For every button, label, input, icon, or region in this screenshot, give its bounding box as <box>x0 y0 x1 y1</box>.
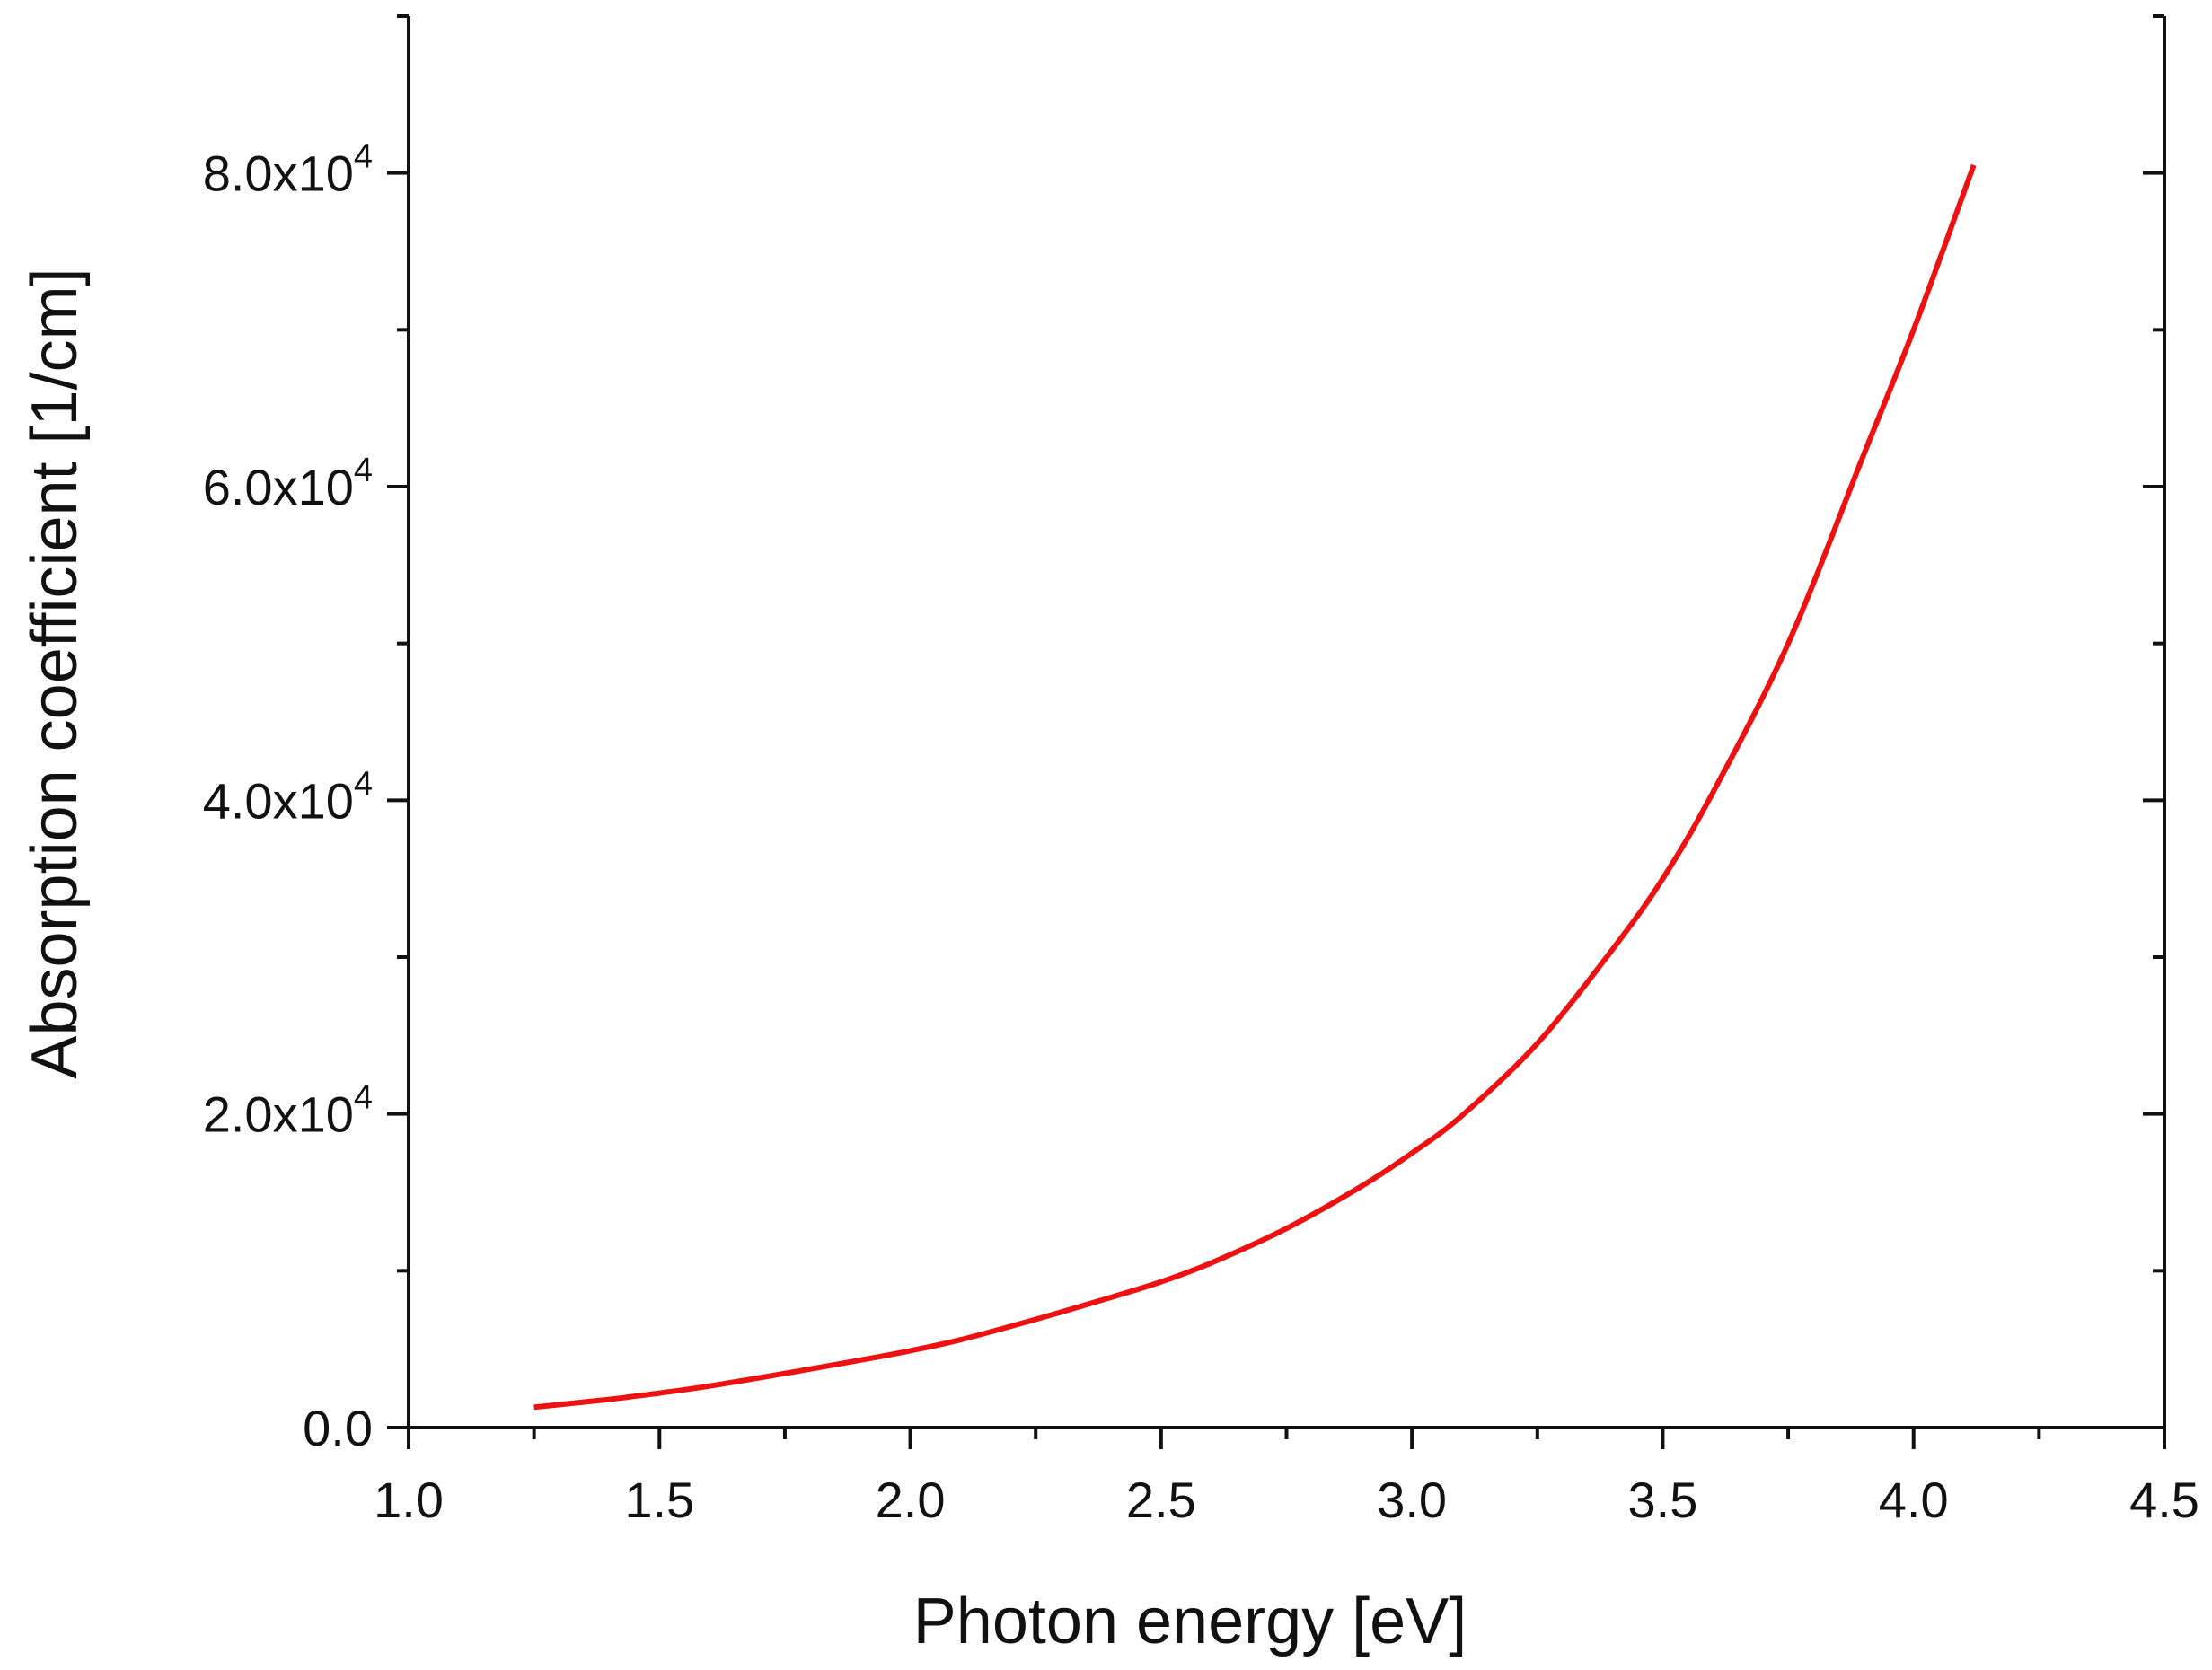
y-tick-exponent: 4 <box>354 138 373 176</box>
plot-frame <box>407 16 2166 1429</box>
series-layer <box>533 163 1977 1411</box>
x-axis-title: Photon energy [eV] <box>913 1586 1467 1657</box>
y-tick-exponent: 4 <box>354 452 373 489</box>
x-tick-label: 3.0 <box>1377 1472 1447 1528</box>
y-tick-label: 8.0x104 <box>203 138 373 202</box>
series-line-absorption <box>533 163 1977 1411</box>
y-tick-mantissa: 6.0x10 <box>203 459 354 515</box>
y-tick-exponent: 4 <box>354 1079 373 1117</box>
x-tick-label: 3.5 <box>1627 1472 1697 1528</box>
x-tick-label: 4.0 <box>1879 1472 1949 1528</box>
y-tick-label: 6.0x104 <box>203 452 373 515</box>
x-axis-tick-labels: 1.0 1.5 2.0 2.5 3.0 3.5 4.0 4.5 <box>374 1472 2199 1528</box>
x-tick-label: 2.5 <box>1126 1472 1196 1528</box>
y-tick-mantissa: 4.0x10 <box>203 772 354 829</box>
x-tick-label: 4.5 <box>2129 1472 2199 1528</box>
y-tick-label: 0.0 <box>303 1400 373 1456</box>
y-tick-mantissa: 8.0x10 <box>203 145 354 202</box>
y-tick-exponent: 4 <box>354 765 373 803</box>
x-tick-label: 2.0 <box>876 1472 946 1528</box>
y-tick-mantissa: 0.0 <box>303 1400 373 1456</box>
y-tick-label: 4.0x104 <box>203 765 373 829</box>
y-tick-mantissa: 2.0x10 <box>203 1086 354 1143</box>
x-axis-ticks <box>407 1428 2166 1449</box>
y-axis-ticks <box>387 14 2164 1429</box>
x-tick-label: 1.0 <box>374 1472 444 1528</box>
y-axis-title: Absorption coefficient [1/cm] <box>19 268 91 1078</box>
x-tick-label: 1.5 <box>624 1472 694 1528</box>
y-tick-label: 2.0x104 <box>203 1079 373 1143</box>
